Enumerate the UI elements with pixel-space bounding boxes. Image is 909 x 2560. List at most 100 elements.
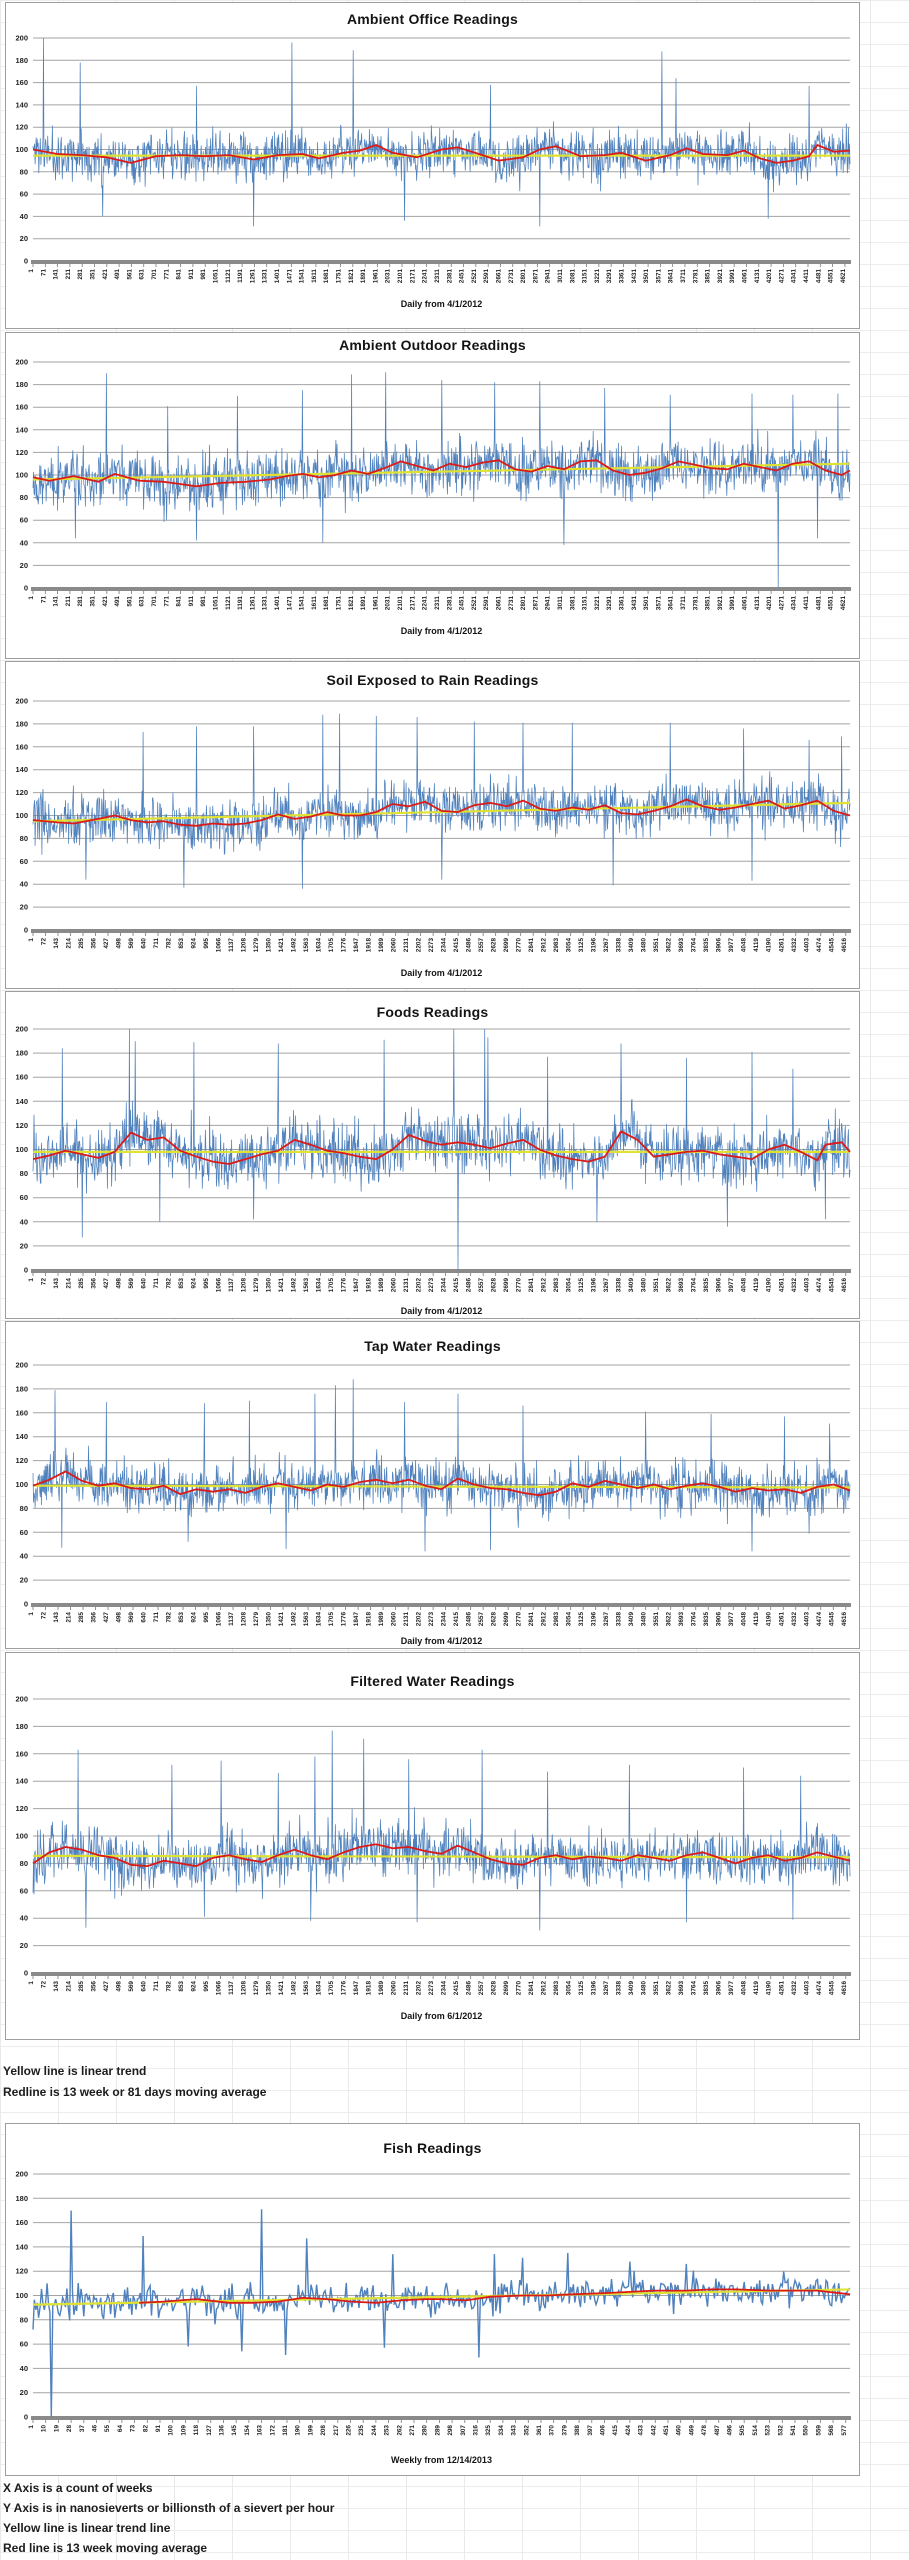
- x-axis-title: Daily from 4/1/2012: [401, 1306, 483, 1316]
- svg-text:143: 143: [53, 1612, 60, 1623]
- svg-text:280: 280: [422, 2425, 429, 2436]
- svg-text:1821: 1821: [348, 269, 355, 284]
- svg-text:1847: 1847: [353, 1278, 360, 1293]
- svg-text:3054: 3054: [566, 938, 573, 953]
- chart-fish[interactable]: Fish Readings 0 20 40 60 80 100 120 140 160 180 20…: [5, 2123, 860, 2476]
- svg-text:80: 80: [20, 1169, 28, 1178]
- svg-text:4271: 4271: [778, 596, 785, 611]
- svg-text:4551: 4551: [828, 269, 835, 284]
- svg-text:3693: 3693: [678, 1612, 685, 1627]
- svg-text:4119: 4119: [753, 1612, 760, 1626]
- svg-text:2912: 2912: [541, 1612, 548, 1627]
- svg-text:2344: 2344: [441, 938, 448, 953]
- svg-text:2841: 2841: [528, 1612, 535, 1627]
- svg-text:3921: 3921: [717, 596, 724, 611]
- svg-text:145: 145: [231, 2425, 238, 2436]
- svg-text:2273: 2273: [428, 1612, 435, 1627]
- svg-text:0: 0: [24, 584, 28, 593]
- svg-text:995: 995: [203, 938, 210, 949]
- svg-text:120: 120: [15, 1804, 28, 1813]
- chart-ambient-office[interactable]: Ambient Office Readings 0 20 40 60 80 100 120 1…: [5, 2, 860, 329]
- svg-text:4481: 4481: [815, 269, 822, 284]
- svg-text:3338: 3338: [616, 1278, 623, 1293]
- svg-text:289: 289: [434, 2425, 441, 2436]
- svg-text:924: 924: [191, 1612, 198, 1623]
- svg-text:1261: 1261: [249, 596, 256, 611]
- svg-text:0: 0: [24, 926, 28, 935]
- svg-text:3267: 3267: [603, 1278, 610, 1293]
- svg-text:20: 20: [20, 561, 28, 570]
- svg-text:4131: 4131: [754, 269, 761, 284]
- svg-text:469: 469: [688, 2425, 695, 2436]
- svg-text:181: 181: [282, 2425, 289, 2436]
- svg-text:3338: 3338: [616, 1612, 623, 1627]
- svg-text:1563: 1563: [303, 938, 310, 953]
- svg-text:1705: 1705: [328, 1278, 335, 1293]
- svg-text:3693: 3693: [678, 1981, 685, 1996]
- svg-text:3764: 3764: [691, 938, 698, 953]
- svg-text:388: 388: [574, 2425, 581, 2436]
- svg-text:3267: 3267: [603, 1981, 610, 1996]
- svg-text:4190: 4190: [766, 1278, 773, 1293]
- svg-text:3835: 3835: [703, 1278, 710, 1293]
- svg-text:4190: 4190: [766, 1981, 773, 1996]
- svg-text:4048: 4048: [741, 938, 748, 953]
- svg-text:3409: 3409: [628, 1981, 635, 1996]
- svg-text:100: 100: [15, 145, 28, 154]
- svg-text:711: 711: [153, 1278, 160, 1289]
- chart-title: Foods Readings: [376, 1004, 489, 1020]
- chart-filtered-water[interactable]: Filtered Water Readings 0 20 40 60 80 100 120 1…: [5, 1652, 860, 2040]
- chart-tap-water[interactable]: Tap Water Readings 0 20 40 60 80 100 120 140 160…: [5, 1321, 860, 1649]
- note-yellow-trend: Yellow line is linear trend: [3, 2064, 147, 2078]
- svg-text:1918: 1918: [366, 1981, 373, 1996]
- svg-text:981: 981: [200, 269, 207, 280]
- svg-text:180: 180: [15, 2194, 28, 2203]
- svg-text:3409: 3409: [628, 1612, 635, 1627]
- svg-text:4061: 4061: [742, 269, 749, 284]
- svg-text:40: 40: [20, 880, 28, 889]
- svg-text:1: 1: [28, 596, 35, 600]
- svg-text:3977: 3977: [728, 938, 735, 953]
- note-red-moving-average: Redline is 13 week or 81 days moving ave…: [3, 2085, 267, 2099]
- svg-text:3622: 3622: [666, 1981, 673, 1996]
- svg-text:4545: 4545: [828, 938, 835, 953]
- svg-text:1137: 1137: [228, 1278, 235, 1292]
- svg-text:924: 924: [191, 938, 198, 949]
- svg-text:1208: 1208: [241, 938, 248, 953]
- svg-text:1891: 1891: [360, 269, 367, 284]
- svg-text:1051: 1051: [213, 269, 220, 284]
- svg-text:3196: 3196: [591, 1981, 598, 1996]
- svg-text:1401: 1401: [274, 596, 281, 611]
- svg-text:2941: 2941: [545, 596, 552, 611]
- svg-text:4403: 4403: [803, 1612, 810, 1627]
- svg-text:4474: 4474: [816, 1612, 823, 1627]
- svg-text:3011: 3011: [557, 269, 564, 283]
- filtered-water-chart-canvas: 0 20 40 60 80 100 120 140 160 180 200 1 72 143 214 285 3…: [15, 1695, 851, 2021]
- svg-text:199: 199: [307, 2425, 314, 2436]
- svg-text:1137: 1137: [228, 1612, 235, 1626]
- svg-text:120: 120: [15, 788, 28, 797]
- svg-text:4403: 4403: [803, 1981, 810, 1996]
- svg-text:1776: 1776: [341, 1981, 348, 1996]
- svg-text:3361: 3361: [619, 596, 626, 611]
- svg-text:4131: 4131: [754, 596, 761, 611]
- svg-text:577: 577: [841, 2425, 848, 2436]
- svg-text:3551: 3551: [653, 1612, 660, 1627]
- svg-text:3267: 3267: [603, 938, 610, 953]
- svg-text:782: 782: [166, 938, 173, 949]
- svg-text:1681: 1681: [323, 269, 330, 284]
- svg-text:72: 72: [41, 1981, 48, 1989]
- svg-text:568: 568: [828, 2425, 835, 2436]
- svg-text:356: 356: [91, 1981, 98, 1992]
- svg-text:3151: 3151: [582, 596, 589, 611]
- svg-text:172: 172: [269, 2425, 276, 2436]
- chart-ambient-outdoor[interactable]: Ambient Outdoor Readings 0 20 40 60 80 100 120…: [5, 332, 860, 659]
- chart-soil-rain[interactable]: Soil Exposed to Rain Readings 0 20 40 60 80 1…: [5, 661, 860, 989]
- svg-text:498: 498: [116, 1612, 123, 1623]
- chart-foods[interactable]: Foods Readings 0 20 40 60 80 100 120 140 160 180 2…: [5, 991, 860, 1319]
- svg-text:487: 487: [714, 2425, 721, 2436]
- svg-text:771: 771: [163, 596, 170, 607]
- svg-text:100: 100: [15, 1480, 28, 1489]
- svg-text:1279: 1279: [253, 1612, 260, 1627]
- svg-text:4545: 4545: [828, 1981, 835, 1996]
